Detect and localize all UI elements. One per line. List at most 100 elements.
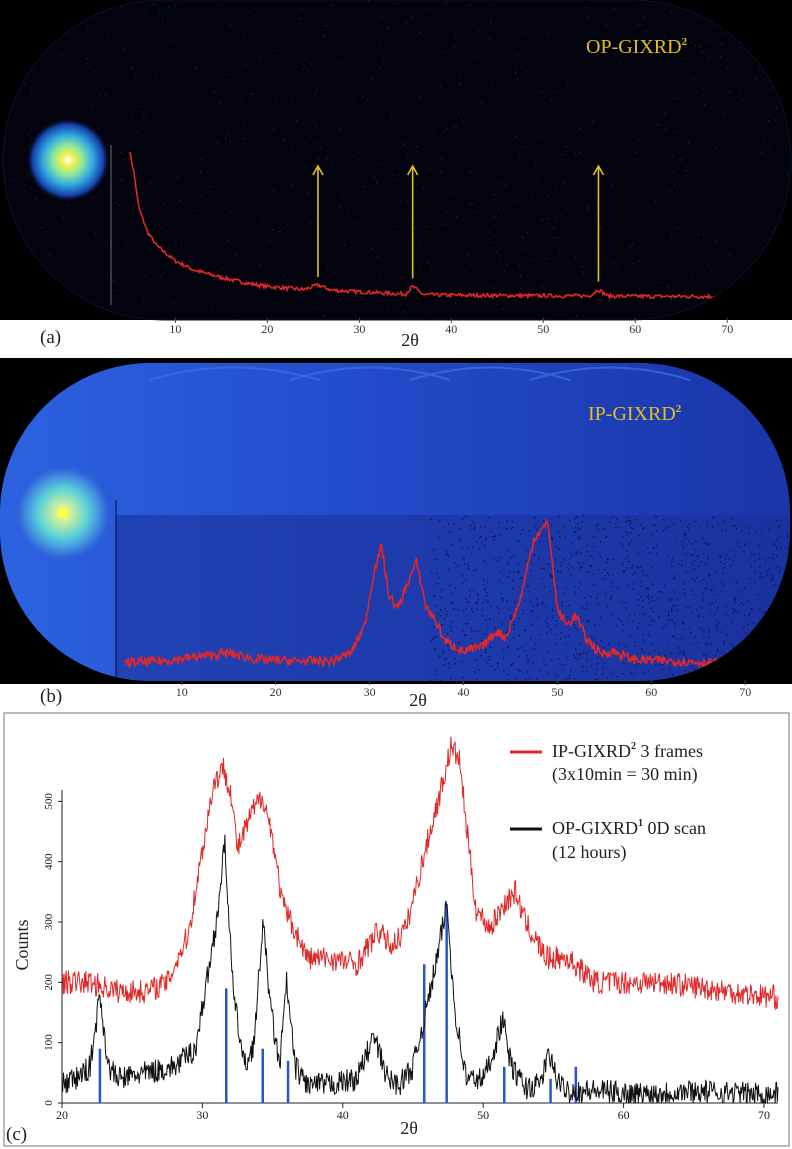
noise-dot: [694, 669, 696, 671]
noise-dot: [737, 611, 739, 613]
noise-dot: [484, 645, 486, 647]
noise-dot: [202, 297, 204, 299]
noise-dot: [233, 237, 235, 239]
noise-dot: [459, 642, 461, 644]
noise-dot: [86, 63, 88, 65]
noise-dot: [528, 660, 530, 662]
noise-dot: [473, 570, 475, 572]
noise-dot: [292, 138, 294, 140]
noise-dot: [776, 555, 778, 557]
panel-b-x-axis-title: 2θ: [409, 690, 427, 710]
noise-dot: [769, 557, 771, 559]
noise-dot: [549, 25, 551, 27]
noise-dot: [287, 224, 289, 226]
noise-dot: [575, 256, 577, 258]
noise-dot: [448, 649, 450, 651]
noise-dot: [517, 54, 519, 56]
noise-dot: [550, 629, 552, 631]
noise-dot: [787, 534, 789, 536]
noise-dot: [508, 550, 510, 552]
noise-dot: [616, 676, 618, 678]
noise-dot: [562, 182, 564, 184]
noise-dot: [649, 624, 651, 626]
noise-dot: [703, 234, 705, 236]
noise-dot: [575, 518, 577, 520]
noise-dot: [448, 280, 450, 282]
noise-dot: [680, 651, 682, 653]
noise-dot: [229, 135, 231, 137]
noise-dot: [118, 72, 120, 74]
noise-dot: [485, 652, 487, 654]
noise-dot: [194, 74, 196, 76]
noise-dot: [583, 652, 585, 654]
noise-dot: [498, 182, 500, 184]
noise-dot: [355, 317, 357, 319]
noise-dot: [587, 551, 589, 553]
noise-dot: [459, 540, 461, 542]
noise-dot: [484, 244, 486, 246]
noise-dot: [568, 635, 570, 637]
noise-dot: [485, 538, 487, 540]
noise-dot: [551, 659, 553, 661]
noise-dot: [656, 516, 658, 518]
noise-dot: [758, 577, 760, 579]
noise-dot: [646, 587, 648, 589]
noise-dot: [315, 218, 317, 220]
noise-dot: [686, 170, 688, 172]
noise-dot: [730, 550, 732, 552]
noise-dot: [469, 205, 471, 207]
noise-dot: [708, 637, 710, 639]
noise-dot: [579, 657, 581, 659]
noise-dot: [672, 558, 674, 560]
noise-dot: [672, 605, 674, 607]
noise-dot: [674, 575, 676, 577]
noise-dot: [474, 211, 476, 213]
noise-dot: [593, 546, 595, 548]
noise-dot: [502, 308, 504, 310]
noise-dot: [241, 218, 243, 220]
noise-dot: [371, 248, 373, 250]
noise-dot: [478, 669, 480, 671]
noise-dot: [434, 636, 436, 638]
panel-b-label: (b): [40, 686, 62, 707]
noise-dot: [721, 631, 723, 633]
noise-dot: [383, 60, 385, 62]
noise-dot: [31, 138, 33, 140]
noise-dot: [691, 666, 693, 668]
noise-dot: [147, 310, 149, 312]
noise-dot: [582, 620, 584, 622]
noise-dot: [524, 650, 526, 652]
noise-dot: [651, 53, 653, 55]
noise-dot: [683, 547, 685, 549]
noise-dot: [440, 85, 442, 87]
noise-dot: [706, 645, 708, 647]
noise-dot: [734, 600, 736, 602]
noise-dot: [493, 242, 495, 244]
noise-dot: [487, 626, 489, 628]
noise-dot: [320, 148, 322, 150]
noise-dot: [430, 91, 432, 93]
noise-dot: [524, 629, 526, 631]
noise-dot: [463, 120, 465, 122]
noise-dot: [466, 205, 468, 207]
noise-dot: [420, 298, 422, 300]
noise-dot: [541, 603, 543, 605]
noise-dot: [313, 121, 315, 123]
noise-dot: [764, 611, 766, 613]
noise-dot: [297, 36, 299, 38]
noise-dot: [596, 35, 598, 37]
noise-dot: [527, 585, 529, 587]
noise-dot: [526, 71, 528, 73]
noise-dot: [223, 148, 225, 150]
noise-dot: [327, 266, 329, 268]
noise-dot: [618, 643, 620, 645]
noise-dot: [676, 541, 678, 543]
noise-dot: [451, 531, 453, 533]
noise-dot: [481, 541, 483, 543]
noise-dot: [368, 0, 370, 2]
noise-dot: [324, 246, 326, 248]
noise-dot: [767, 150, 769, 152]
noise-dot: [751, 566, 753, 568]
noise-dot: [435, 605, 437, 607]
noise-dot: [638, 24, 640, 26]
